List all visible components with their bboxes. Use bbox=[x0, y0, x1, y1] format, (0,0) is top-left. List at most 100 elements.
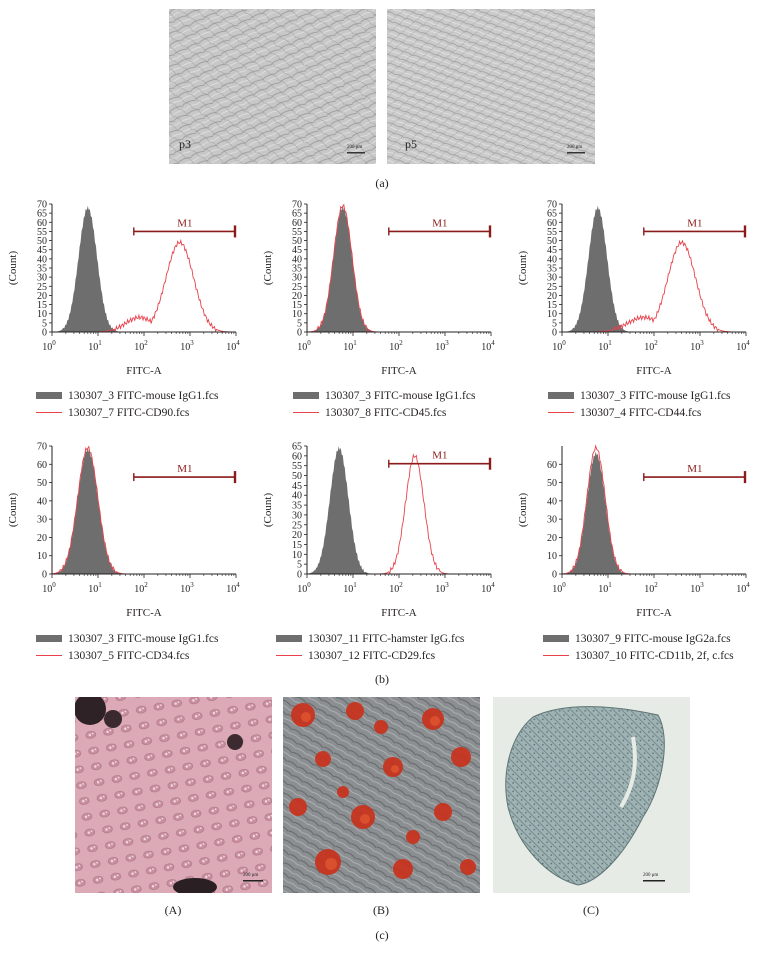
legend-control-label: 130307_9 FITC-mouse IgG2a.fcs bbox=[575, 632, 731, 645]
y-tick-label: 70 bbox=[292, 200, 302, 211]
y-tick-label: 5 bbox=[297, 560, 302, 571]
y-tick-label: 30 bbox=[37, 515, 47, 526]
legend-sample-swatch bbox=[543, 655, 569, 656]
legend-cd44: 130307_3 FITC-mouse IgG1.fcs 130307_4 FI… bbox=[548, 387, 730, 421]
y-tick-label: 40 bbox=[37, 496, 47, 507]
x-tick-exponent: 1 bbox=[353, 339, 357, 347]
x-tick-exponent: 4 bbox=[746, 339, 750, 347]
y-tick-label: 60 bbox=[37, 218, 47, 229]
x-tick-label: 101 bbox=[598, 339, 612, 353]
marker-label: M1 bbox=[177, 217, 192, 229]
x-tick-exponent: 4 bbox=[491, 339, 495, 347]
legend-cd34: 130307_3 FITC-mouse IgG1.fcs 130307_5 FI… bbox=[36, 630, 218, 664]
micrograph-p3-label: p3 bbox=[179, 137, 191, 151]
marker-label: M1 bbox=[687, 217, 702, 229]
y-tick-label: 30 bbox=[292, 510, 302, 521]
y-tick-label: 35 bbox=[547, 264, 557, 275]
stain-image-b-texture bbox=[283, 697, 480, 893]
x-tick-label: 102 bbox=[389, 339, 403, 353]
x-tick-label: 102 bbox=[134, 581, 148, 595]
caption-b: (b) bbox=[375, 672, 389, 686]
y-tick-label: 45 bbox=[292, 245, 302, 256]
control-histogram bbox=[307, 205, 491, 332]
caption-a: (a) bbox=[375, 176, 389, 190]
x-tick-label: 101 bbox=[88, 581, 102, 595]
x-tick-exponent: 1 bbox=[608, 339, 612, 347]
x-tick-exponent: 3 bbox=[700, 339, 704, 347]
control-histogram bbox=[562, 451, 746, 574]
x-tick-exponent: 2 bbox=[144, 339, 148, 347]
legend-control-swatch bbox=[36, 635, 62, 642]
x-tick-label: 104 bbox=[736, 581, 750, 595]
y-tick-label: 0 bbox=[297, 570, 302, 581]
y-tick-label: 70 bbox=[37, 200, 47, 211]
micrograph-p5-scale: 200 μm bbox=[567, 145, 583, 150]
x-tick-label: 101 bbox=[343, 339, 357, 353]
control-histogram bbox=[52, 447, 236, 574]
x-tick-label: 100 bbox=[42, 339, 56, 353]
y-tick-label: 0 bbox=[552, 570, 557, 581]
y-tick-label: 40 bbox=[292, 491, 302, 502]
legend-control-swatch bbox=[293, 392, 319, 399]
marker-label: M1 bbox=[687, 463, 702, 475]
y-tick-label: 25 bbox=[292, 282, 302, 293]
x-tick-label: 100 bbox=[42, 581, 56, 595]
y-tick-label: 25 bbox=[37, 282, 47, 293]
x-tick-label: 102 bbox=[134, 339, 148, 353]
y-tick-label: 10 bbox=[292, 309, 302, 320]
legend-control-swatch bbox=[276, 635, 302, 642]
y-tick-label: 30 bbox=[37, 273, 47, 284]
y-tick-label: 40 bbox=[37, 254, 47, 265]
x-tick-label: 102 bbox=[644, 581, 658, 595]
y-tick-label: 40 bbox=[547, 496, 557, 507]
micrograph-p3-texture bbox=[169, 9, 376, 164]
x-axis-label: FITC-A bbox=[636, 365, 672, 376]
caption-c-A: (A) bbox=[164, 903, 182, 917]
y-tick-label: 65 bbox=[292, 209, 302, 220]
y-tick-label: 30 bbox=[547, 273, 557, 284]
stain-image-a-texture bbox=[75, 697, 272, 893]
caption-c: (c) bbox=[375, 928, 389, 942]
y-tick-label: 65 bbox=[37, 209, 47, 220]
y-tick-label: 60 bbox=[547, 460, 557, 471]
y-tick-label: 60 bbox=[292, 218, 302, 229]
x-tick-label: 100 bbox=[297, 339, 311, 353]
y-tick-label: 10 bbox=[547, 551, 557, 562]
x-tick-exponent: 1 bbox=[98, 581, 102, 589]
x-tick-exponent: 2 bbox=[654, 339, 658, 347]
y-tick-label: 55 bbox=[37, 227, 47, 238]
y-tick-label: 60 bbox=[37, 460, 47, 471]
y-tick-label: 5 bbox=[552, 318, 557, 329]
micrograph-p5-label: p5 bbox=[405, 137, 417, 151]
y-tick-label: 20 bbox=[292, 291, 302, 302]
y-tick-label: 20 bbox=[37, 291, 47, 302]
legend-control-label: 130307_3 FITC-mouse IgG1.fcs bbox=[68, 389, 219, 402]
control-histogram bbox=[562, 205, 746, 332]
y-tick-label: 70 bbox=[547, 200, 557, 211]
legend-sample-label: 130307_10 FITC-CD11b, 2f, c.fcs bbox=[575, 649, 734, 662]
y-tick-label: 50 bbox=[547, 236, 557, 247]
x-tick-exponent: 3 bbox=[700, 581, 704, 589]
control-histogram bbox=[307, 446, 491, 574]
x-tick-label: 101 bbox=[343, 581, 357, 595]
y-tick-label: 45 bbox=[292, 481, 302, 492]
micrograph-p3-scale: 200 μm bbox=[347, 145, 363, 150]
x-tick-label: 101 bbox=[598, 581, 612, 595]
y-axis-label: (Count) bbox=[517, 493, 529, 528]
y-tick-label: 35 bbox=[37, 264, 47, 275]
y-tick-label: 15 bbox=[292, 540, 302, 551]
x-tick-exponent: 4 bbox=[236, 581, 240, 589]
y-tick-label: 60 bbox=[547, 218, 557, 229]
legend-control-label: 130307_11 FITC-hamster IgG.fcs bbox=[308, 632, 465, 645]
x-tick-exponent: 1 bbox=[353, 581, 357, 589]
legend-sample-swatch bbox=[276, 655, 302, 656]
y-tick-label: 10 bbox=[37, 551, 47, 562]
y-axis-label: (Count) bbox=[517, 251, 529, 286]
x-tick-label: 103 bbox=[180, 339, 194, 353]
y-axis-label: (Count) bbox=[7, 251, 19, 286]
